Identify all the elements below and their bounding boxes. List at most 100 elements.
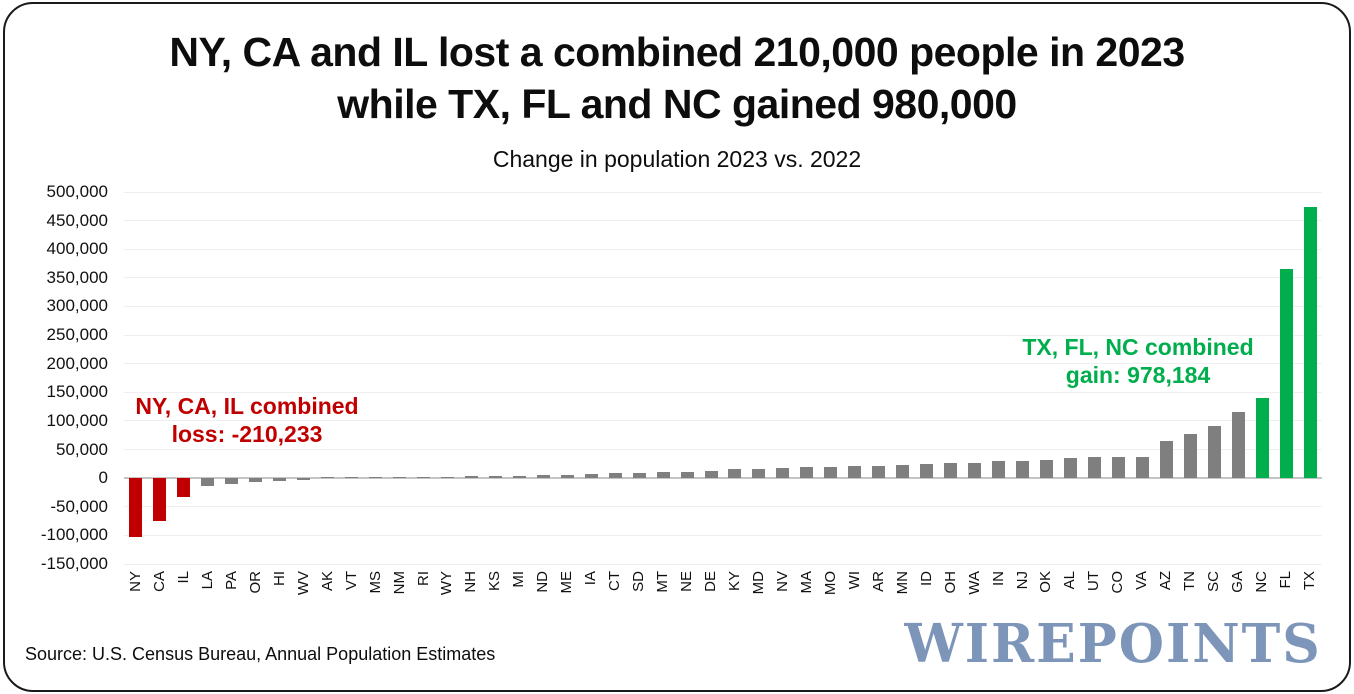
y-tick-label: 350,000 <box>46 267 108 287</box>
bar-NV <box>776 467 790 479</box>
bar-RI <box>417 476 430 479</box>
bar-MT <box>656 471 670 479</box>
bar-MO <box>824 466 838 479</box>
bar-NM <box>393 477 407 479</box>
x-tick-label-WY: WY <box>438 571 456 596</box>
x-tick-label-WV: WV <box>294 571 312 596</box>
x-tick-label-UT: UT <box>1085 571 1103 591</box>
y-tick-label: 500,000 <box>46 182 108 201</box>
y-tick-label: -150,000 <box>40 554 108 573</box>
loss-annotation: NY, CA, IL combined loss: -210,233 <box>115 392 379 448</box>
y-gridline <box>124 534 1322 536</box>
y-tick-label: -50,000 <box>50 496 108 516</box>
y-gridline <box>124 391 1322 393</box>
source-note: Source: U.S. Census Bureau, Annual Popul… <box>25 644 496 664</box>
zero-gridline <box>124 477 1322 480</box>
y-tick-label: -100,000 <box>40 525 108 545</box>
x-tick-label-ND: ND <box>534 571 552 593</box>
x-tick-label-NJ: NJ <box>1013 571 1031 590</box>
gain-annotation-line2: gain: 978,184 <box>1065 362 1211 388</box>
y-gridline <box>124 334 1322 336</box>
y-gridline <box>124 563 1322 565</box>
x-tick-label-OH: OH <box>941 571 959 594</box>
x-tick-label-NV: NV <box>773 571 791 592</box>
x-tick-label-WA: WA <box>965 571 983 595</box>
x-tick-label-AK: AK <box>318 571 336 592</box>
x-tick-label-OR: OR <box>246 571 264 594</box>
bar-MA <box>800 467 814 479</box>
bar-WI <box>848 466 862 479</box>
bar-IN <box>992 461 1006 479</box>
x-tick-label-NM: NM <box>390 571 408 595</box>
bar-VA <box>1135 457 1149 479</box>
x-tick-label-OK: OK <box>1037 571 1055 593</box>
x-tick-label-VT: VT <box>342 571 360 591</box>
x-tick-label-IL: IL <box>174 571 192 584</box>
y-gridline <box>124 420 1322 422</box>
x-tick-label-NC: NC <box>1253 571 1271 593</box>
bar-WY <box>440 476 454 479</box>
bar-ID <box>920 464 934 479</box>
bar-OK <box>1039 459 1053 479</box>
x-tick-label-MT: MT <box>654 571 672 593</box>
bar-ND <box>536 475 550 479</box>
x-tick-label-NE: NE <box>678 571 696 592</box>
y-gridline <box>124 363 1322 365</box>
y-gridline <box>124 191 1322 193</box>
bar-AR <box>872 465 886 479</box>
bar-NC <box>1255 398 1269 479</box>
y-tick-label: 0 <box>98 468 108 488</box>
bar-IA <box>584 473 598 479</box>
x-tick-label-FL: FL <box>1277 571 1295 589</box>
x-tick-label-NY: NY <box>126 571 144 592</box>
x-tick-label-IN: IN <box>989 571 1007 586</box>
bar-NE <box>680 471 694 479</box>
bar-CO <box>1111 457 1125 479</box>
x-tick-label-WI: WI <box>845 571 863 590</box>
x-tick-label-MN: MN <box>893 571 911 595</box>
y-gridline <box>124 305 1322 307</box>
y-gridline <box>124 248 1322 250</box>
bar-NJ <box>1016 460 1029 479</box>
bar-MS <box>369 477 383 479</box>
bar-ME <box>560 474 574 479</box>
bar-SD <box>632 472 646 479</box>
bar-AZ <box>1159 440 1173 479</box>
bar-WA <box>968 462 982 479</box>
bar-VT <box>345 477 359 479</box>
x-tick-label-AL: AL <box>1061 571 1079 590</box>
x-tick-label-CO: CO <box>1109 571 1127 594</box>
loss-annotation-line1: NY, CA, IL combined <box>135 393 359 419</box>
bar-KY <box>728 469 742 479</box>
bar-GA <box>1231 411 1245 479</box>
loss-annotation-line2: loss: -210,233 <box>171 421 323 447</box>
x-tick-label-HI: HI <box>270 571 288 586</box>
bar-AL <box>1063 458 1077 479</box>
x-tick-label-SC: SC <box>1205 571 1223 592</box>
bar-SC <box>1207 426 1221 479</box>
bar-CA <box>153 478 167 522</box>
bar-NY <box>129 478 143 537</box>
bar-CT <box>608 473 622 479</box>
x-tick-label-NH: NH <box>462 571 480 593</box>
gain-annotation: TX, FL, NC combined gain: 978,184 <box>1006 333 1270 389</box>
bar-NH <box>464 476 478 479</box>
bar-IL <box>177 478 191 497</box>
chart-title-line2: while TX, FL and NC gained 980,000 <box>337 81 1017 127</box>
bar-HI <box>273 478 287 481</box>
bar-PA <box>225 478 239 485</box>
x-tick-label-MO: MO <box>821 571 839 596</box>
chart-subtitle: Change in population 2023 vs. 2022 <box>492 146 862 172</box>
x-tick-label-MD: MD <box>749 571 767 595</box>
x-tick-label-MA: MA <box>797 571 815 594</box>
x-tick-label-SD: SD <box>630 571 648 592</box>
y-gridline <box>124 506 1322 508</box>
y-tick-label: 200,000 <box>46 353 108 373</box>
x-tick-label-TN: TN <box>1181 571 1199 591</box>
bar-OR <box>249 478 263 482</box>
y-gridline <box>124 449 1322 451</box>
bar-UT <box>1087 457 1101 479</box>
y-tick-label: 50,000 <box>56 439 108 459</box>
x-tick-label-CT: CT <box>606 571 624 591</box>
